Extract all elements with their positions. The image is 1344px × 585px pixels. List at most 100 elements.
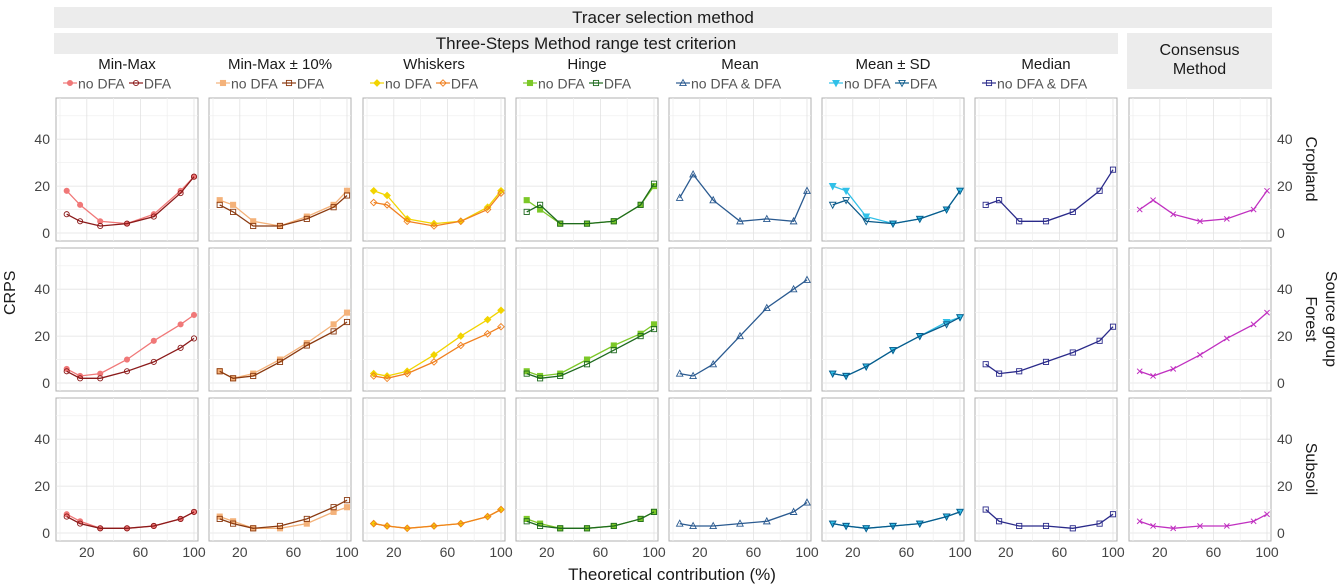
x-tick-label: 60 — [746, 544, 762, 560]
y-tick-label: 40 — [34, 281, 50, 297]
data-point — [709, 359, 718, 368]
facet-panel — [515, 247, 659, 392]
y-tick-label: 0 — [42, 525, 50, 541]
data-point — [610, 347, 617, 354]
legend-label: no DFA & DFA — [691, 75, 782, 92]
data-point — [383, 201, 391, 209]
legend-label: no DFA — [385, 75, 435, 92]
data-point — [369, 186, 378, 195]
series-line — [1139, 190, 1268, 222]
series-line — [832, 511, 961, 529]
series-line — [373, 326, 502, 379]
y-tick-label-right: 20 — [1277, 178, 1293, 194]
series-line — [679, 501, 808, 527]
x-tick-label: 60 — [1206, 544, 1222, 560]
panel-border — [668, 247, 812, 392]
x-tick-label: 60 — [899, 544, 915, 560]
series-line — [832, 190, 961, 225]
data-point — [1136, 368, 1143, 375]
x-tick-label: 20 — [998, 544, 1014, 560]
legend-key-icon — [829, 80, 843, 88]
data-point — [343, 187, 351, 194]
facet-panel — [821, 247, 965, 392]
data-point — [996, 197, 1003, 204]
legend-label: no DFA — [231, 75, 281, 92]
data-point — [216, 368, 223, 375]
x-tick-label: 20 — [1152, 544, 1168, 560]
facet-panel — [974, 397, 1118, 542]
x-tick-label: 100 — [182, 544, 206, 560]
data-point — [803, 186, 811, 194]
data-point — [343, 318, 351, 326]
x-tick-label: 20 — [845, 544, 861, 560]
panel-border — [974, 97, 1118, 242]
series-line — [1139, 513, 1268, 529]
column-title: Whiskers — [403, 56, 465, 73]
data-point — [1136, 518, 1143, 525]
panel-border — [821, 97, 965, 242]
legend-key-icon — [216, 80, 230, 87]
data-point — [369, 372, 378, 380]
y-tick-label-right: 0 — [1277, 225, 1285, 241]
x-tick-label: 100 — [948, 544, 972, 560]
data-point — [982, 506, 989, 513]
series-line — [66, 511, 195, 529]
facet-panel — [1128, 397, 1272, 542]
data-point — [497, 322, 505, 331]
data-point — [637, 333, 644, 340]
data-point — [523, 370, 530, 377]
data-point — [650, 508, 658, 515]
data-point — [709, 195, 718, 204]
data-point — [675, 369, 684, 377]
data-point — [150, 358, 157, 365]
legend-key-icon — [588, 80, 603, 87]
series-line — [373, 309, 502, 377]
y-tick-label-right: 0 — [1277, 525, 1285, 541]
legend-label: DFA — [603, 75, 632, 92]
data-point — [650, 326, 658, 333]
panel-border — [515, 97, 659, 242]
x-tick-label: 100 — [642, 544, 666, 560]
series-line — [832, 316, 961, 377]
facet-panel — [515, 397, 659, 542]
data-point — [216, 201, 223, 208]
data-point — [330, 504, 337, 511]
panel-border — [55, 97, 199, 242]
data-point — [523, 208, 530, 215]
data-point — [1109, 166, 1117, 173]
panel-border — [974, 247, 1118, 392]
series-line — [526, 328, 655, 379]
data-point — [330, 328, 337, 335]
panel-border — [208, 397, 352, 542]
data-point — [430, 222, 438, 230]
legend-key-icon — [982, 80, 996, 87]
column-legend: no DFA DFA — [828, 74, 937, 91]
data-point — [177, 190, 184, 197]
data-point — [276, 358, 284, 365]
data-point — [63, 513, 70, 520]
legend-label: DFA — [143, 75, 172, 92]
legend-label: no DFA — [78, 75, 128, 92]
data-point — [803, 498, 811, 506]
data-point — [369, 198, 378, 207]
data-point — [483, 205, 492, 214]
strip-range-test: Three-Steps Method range test criterion — [54, 33, 1118, 54]
x-tick-label: 100 — [1101, 544, 1125, 560]
column-title: Min-Max ± 10% — [227, 56, 333, 73]
legend-key-icon — [894, 80, 909, 88]
panel-border — [362, 247, 506, 392]
facet-panel — [208, 397, 352, 542]
column-title: Mean ± SD — [855, 56, 931, 73]
data-point — [63, 211, 70, 218]
facet-panel — [974, 97, 1118, 242]
facet-panel — [821, 97, 965, 242]
y-tick-label-right: 40 — [1277, 131, 1293, 147]
panel-border — [668, 97, 812, 242]
y-tick-label-right: 20 — [1277, 478, 1293, 494]
x-tick-label: 100 — [795, 544, 819, 560]
data-point — [1042, 358, 1050, 365]
y-tick-label-right: 40 — [1277, 281, 1293, 297]
data-point — [1096, 337, 1103, 344]
data-point — [369, 519, 378, 528]
